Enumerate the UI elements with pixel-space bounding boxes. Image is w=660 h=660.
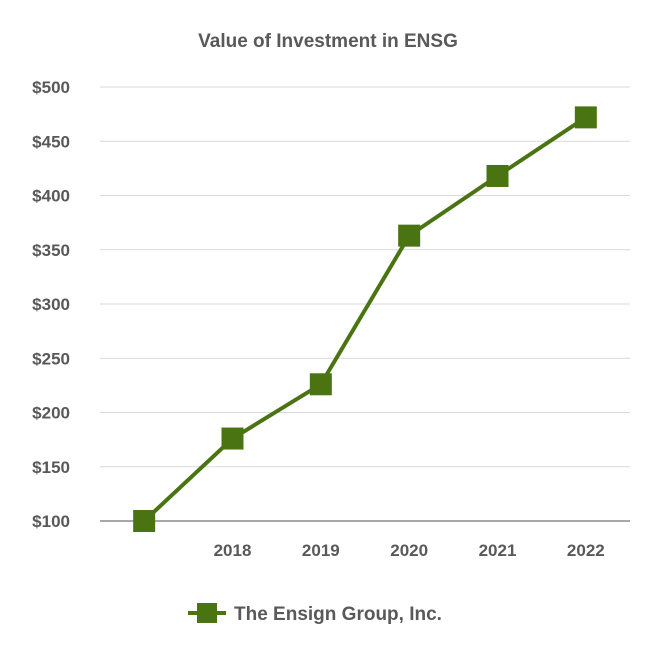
y-tick-label: $200 <box>32 404 70 423</box>
chart-title: Value of Investment in ENSG <box>198 31 458 52</box>
y-tick-label: $100 <box>32 512 70 531</box>
y-tick-label: $250 <box>32 349 70 368</box>
y-tick-label: $450 <box>32 132 70 151</box>
x-axis-ticks: 2018 2019 2020 2021 2022 <box>214 541 605 560</box>
series-line <box>142 115 587 523</box>
y-axis-ticks: $100 $150 $200 $250 $300 $350 $400 $450 $500 <box>32 78 70 531</box>
data-point-marker[interactable] <box>221 427 244 450</box>
legend-label: The Ensign Group, Inc. <box>234 604 442 625</box>
data-point-marker[interactable] <box>133 510 156 532</box>
x-tick-label: 2020 <box>390 541 428 560</box>
data-point-marker[interactable] <box>486 164 509 187</box>
x-tick-label: 2018 <box>214 541 252 560</box>
data-point-marker[interactable] <box>309 373 332 396</box>
x-tick-label: 2019 <box>302 541 340 560</box>
y-tick-label: $300 <box>32 295 70 314</box>
y-tick-label: $500 <box>32 78 70 97</box>
data-point-marker[interactable] <box>574 106 597 129</box>
legend[interactable]: The Ensign Group, Inc. <box>188 603 442 625</box>
legend-square-marker <box>197 603 217 623</box>
y-tick-label: $400 <box>32 187 70 206</box>
y-tick-label: $350 <box>32 241 70 260</box>
gridlines <box>100 86 630 468</box>
y-tick-label: $150 <box>32 458 70 477</box>
series-layer <box>133 106 597 532</box>
x-tick-label: 2021 <box>479 541 517 560</box>
data-point-marker[interactable] <box>398 224 421 247</box>
x-tick-label: 2022 <box>567 541 605 560</box>
